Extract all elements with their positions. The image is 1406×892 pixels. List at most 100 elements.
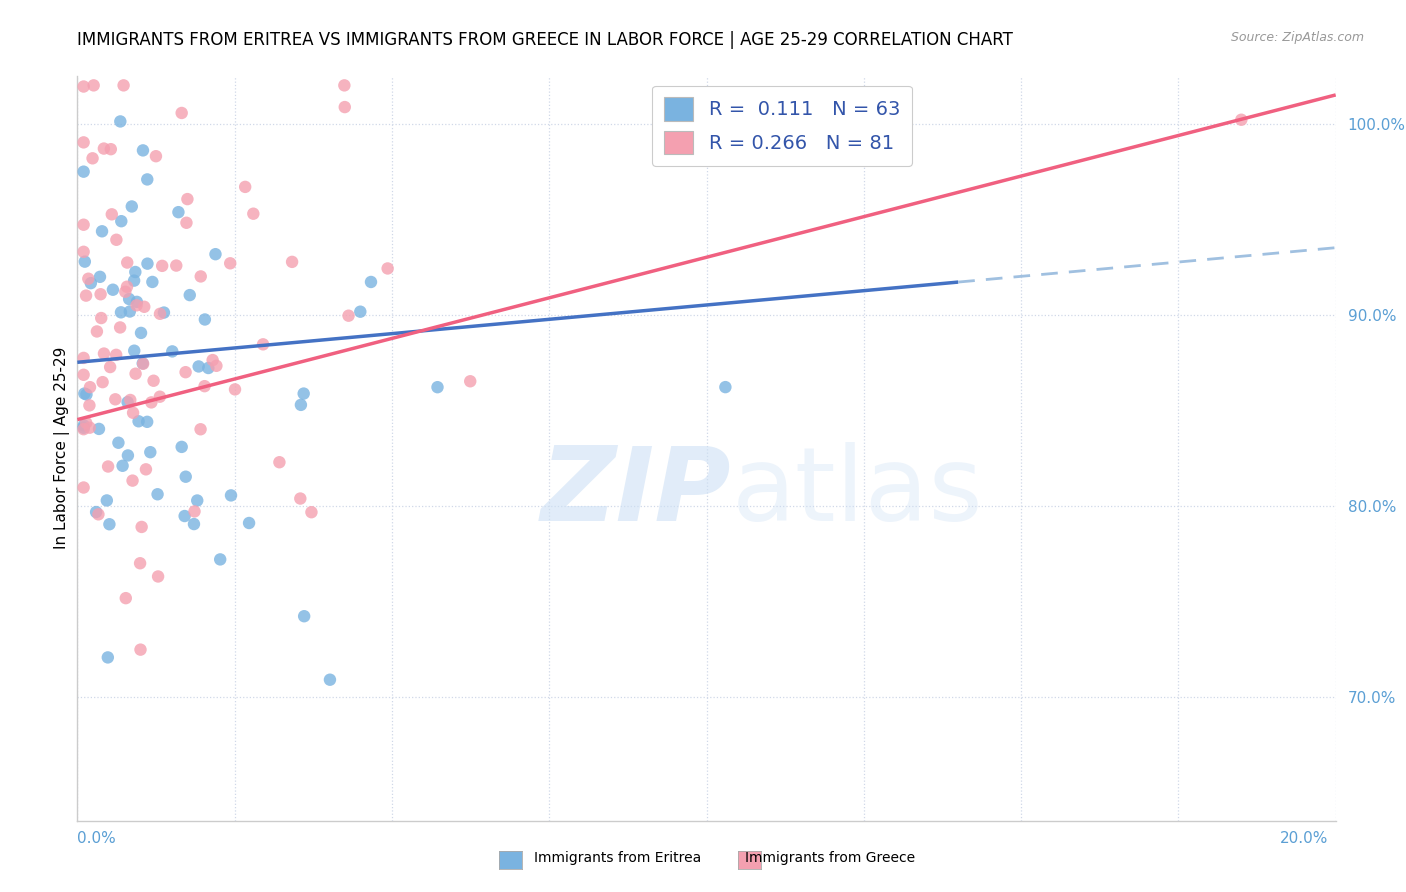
Point — [186, 493, 208, 508]
Point — [129, 326, 152, 340]
Point — [242, 207, 264, 221]
Text: atlas: atlas — [731, 442, 983, 543]
Point — [183, 504, 205, 518]
Point — [132, 144, 155, 158]
Point — [292, 609, 315, 624]
Point — [132, 357, 155, 371]
Point — [190, 269, 212, 284]
Point — [79, 380, 101, 394]
Point — [72, 481, 94, 495]
Point — [146, 569, 169, 583]
Point — [90, 287, 112, 301]
Text: 20.0%: 20.0% — [1281, 831, 1329, 846]
Point — [197, 361, 219, 376]
Point — [170, 440, 193, 454]
Text: 0.0%: 0.0% — [77, 831, 117, 846]
Point — [134, 300, 156, 314]
Point — [176, 192, 198, 206]
Point — [1230, 112, 1253, 127]
Point — [114, 591, 136, 606]
Point — [129, 642, 152, 657]
Point — [125, 294, 148, 309]
Text: IMMIGRANTS FROM ERITREA VS IMMIGRANTS FROM GREECE IN LABOR FORCE | AGE 25-29 COR: IMMIGRANTS FROM ERITREA VS IMMIGRANTS FR… — [77, 31, 1014, 49]
Point — [136, 257, 159, 271]
Point — [72, 244, 94, 259]
Point — [170, 106, 193, 120]
Legend: R =  0.111   N = 63, R = 0.266   N = 81: R = 0.111 N = 63, R = 0.266 N = 81 — [652, 86, 911, 166]
Point — [167, 205, 190, 219]
Point — [115, 279, 138, 293]
Point — [290, 398, 312, 412]
Point — [165, 259, 187, 273]
Point — [86, 325, 108, 339]
Point — [238, 516, 260, 530]
Point — [72, 79, 94, 94]
Point — [87, 422, 110, 436]
Point — [132, 356, 155, 370]
Point — [96, 493, 118, 508]
Text: Immigrants from Eritrea: Immigrants from Eritrea — [534, 851, 702, 865]
Point — [124, 265, 146, 279]
Point — [82, 151, 104, 165]
Point — [122, 406, 145, 420]
Point — [146, 487, 169, 501]
Point — [333, 100, 356, 114]
Point — [290, 491, 312, 506]
Point — [72, 218, 94, 232]
Text: Immigrants from Greece: Immigrants from Greece — [745, 851, 915, 865]
Point — [136, 415, 159, 429]
Point — [377, 261, 399, 276]
Point — [458, 374, 481, 388]
Point — [75, 387, 97, 401]
Point — [201, 353, 224, 368]
Point — [110, 305, 132, 319]
Point — [72, 351, 94, 365]
Point — [252, 337, 274, 351]
Point — [120, 392, 142, 407]
Point — [162, 344, 184, 359]
Point — [112, 78, 135, 93]
Point — [83, 78, 105, 93]
Point — [89, 269, 111, 284]
Point — [121, 474, 143, 488]
Point — [75, 416, 97, 430]
Point — [72, 164, 94, 178]
Point — [124, 367, 146, 381]
Point — [139, 445, 162, 459]
Point — [281, 255, 304, 269]
Point — [75, 288, 97, 302]
Point — [150, 259, 173, 273]
Point — [105, 348, 128, 362]
Point — [145, 149, 167, 163]
Point — [122, 274, 145, 288]
Point — [72, 136, 94, 150]
Point — [118, 292, 141, 306]
Point — [117, 449, 139, 463]
Point — [219, 256, 242, 270]
Point — [104, 392, 127, 407]
Point — [100, 142, 122, 156]
Point — [174, 469, 197, 483]
Point — [117, 395, 139, 409]
Point — [136, 172, 159, 186]
Point — [125, 298, 148, 312]
Point — [714, 380, 737, 394]
Point — [105, 233, 128, 247]
Point — [153, 305, 176, 319]
Point — [349, 304, 371, 318]
Point — [292, 386, 315, 401]
Point — [209, 552, 232, 566]
Point — [115, 255, 138, 269]
Point — [301, 505, 323, 519]
Point — [87, 508, 110, 522]
Point — [149, 390, 172, 404]
Point — [118, 304, 141, 318]
Point — [108, 320, 131, 334]
Point — [73, 254, 96, 268]
Point — [97, 650, 120, 665]
Point — [79, 420, 101, 434]
Point — [98, 360, 121, 375]
Point — [84, 505, 107, 519]
Point — [135, 462, 157, 476]
Point — [174, 365, 197, 379]
